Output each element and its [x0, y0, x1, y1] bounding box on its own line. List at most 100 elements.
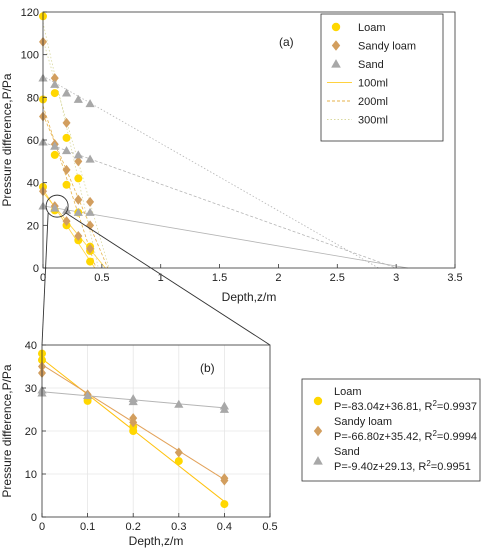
- panel-b-y-axis-label: Pressure difference,P/Pa: [0, 364, 14, 498]
- y-tick-label: 20: [27, 220, 39, 232]
- data-point: [85, 99, 95, 108]
- legend-label: 200ml: [358, 96, 388, 108]
- data-point: [74, 231, 83, 241]
- data-point: [62, 216, 71, 227]
- panel-b-x-axis-label: Depth,z/m: [129, 534, 184, 548]
- legend-equation: P=-66.80z+35.42, R2=0.9994: [334, 429, 477, 444]
- data-point: [50, 73, 59, 84]
- y-tick-label: 10: [25, 469, 37, 481]
- x-tick-label: 1.5: [212, 272, 227, 284]
- x-tick-label: 2.5: [330, 272, 345, 284]
- data-point: [128, 397, 138, 406]
- y-tick-label: 40: [27, 178, 39, 190]
- data-point: [73, 150, 83, 159]
- data-point: [83, 391, 93, 400]
- x-tick-label: 3: [393, 272, 399, 284]
- legend-marker: [313, 425, 323, 437]
- y-tick-label: 100: [21, 50, 39, 62]
- panel-a-marks: [38, 12, 408, 269]
- y-tick-label: 0: [31, 512, 37, 524]
- zoom-connector: [41, 212, 271, 346]
- data-point: [73, 94, 83, 103]
- legend-label: Sandy loam: [358, 41, 416, 53]
- x-tick-label: 0: [40, 272, 46, 284]
- legend-marker: [331, 59, 341, 68]
- y-tick-label: 30: [25, 383, 37, 395]
- x-tick-label: 0.5: [262, 521, 277, 533]
- data-point: [62, 180, 71, 189]
- fit-line-200ml-sand: [42, 141, 397, 269]
- legend-label: Loam: [358, 22, 386, 34]
- y-tick-label: 120: [21, 7, 39, 19]
- y-tick-label: 0: [33, 263, 39, 275]
- x-tick-label: 3.5: [447, 272, 462, 284]
- data-point: [62, 133, 71, 142]
- data-point: [129, 413, 138, 424]
- data-point: [174, 447, 183, 458]
- panel-b-grid: [41, 344, 271, 518]
- panel-a-y-axis-label: Pressure difference,P/Pa: [0, 73, 14, 207]
- legend-equation: P=-9.40z+29.13, R2=0.9951: [334, 459, 471, 474]
- legend-marker: [331, 22, 341, 32]
- x-tick-label: 0.5: [94, 272, 109, 284]
- legend-box: [301, 378, 481, 482]
- data-point: [50, 141, 60, 150]
- legend-label: 300ml: [358, 115, 388, 127]
- x-tick-label: 0.1: [80, 521, 95, 533]
- panel-a: 0 0.5 1 1.5 2 2.5 3 3.5 0 20 40 60 80 100 120 Depth,z/…: [0, 7, 463, 304]
- panel-a-legend: Loam Sandy loam Sand 100ml 200ml 300ml: [320, 13, 444, 142]
- y-tick-label: 40: [25, 340, 37, 352]
- data-point: [74, 174, 83, 183]
- x-tick-label: 0: [39, 521, 45, 533]
- legend-label: Sand: [334, 446, 360, 458]
- data-point: [86, 243, 95, 254]
- y-tick-label: 60: [27, 135, 39, 147]
- fit-line-100ml-sand: [42, 205, 408, 269]
- data-point: [219, 404, 229, 413]
- data-point: [73, 207, 83, 216]
- x-tick-label: 0.4: [217, 521, 232, 533]
- data-point: [61, 205, 72, 214]
- data-point: [74, 194, 83, 205]
- data-point: [61, 146, 72, 155]
- data-point: [61, 88, 72, 97]
- data-point: [220, 475, 229, 486]
- zoom-circle: [45, 194, 69, 218]
- zoom-line-left: [41, 213, 49, 346]
- data-point: [74, 156, 83, 167]
- data-point: [86, 196, 95, 207]
- data-point: [85, 154, 95, 163]
- panel-b-ticks: 0 0.1 0.2 0.3 0.4 0.5 0 10 20 30 40: [25, 340, 278, 533]
- legend-marker: [331, 40, 341, 51]
- x-tick-label: 2: [275, 272, 281, 284]
- x-tick-label: 0.3: [171, 521, 186, 533]
- x-tick-label: 1: [158, 272, 164, 284]
- data-point: [50, 89, 59, 98]
- legend-label: Sand: [358, 59, 384, 71]
- data-point: [174, 399, 184, 408]
- legend-label: Loam: [334, 386, 362, 398]
- data-point: [86, 257, 95, 266]
- legend-label: 100ml: [358, 78, 388, 90]
- legend-equation: P=-83.04z+36.81, R2=0.9937: [334, 399, 477, 414]
- fit-line-200ml-sandy-loam: [42, 114, 109, 269]
- fit-line-100ml-sandy-loam: [42, 192, 106, 269]
- x-tick-label: 0.2: [126, 521, 141, 533]
- zoom-line-right: [65, 212, 271, 346]
- panel-a-ticks: 0 0.5 1 1.5 2 2.5 3 3.5 0 20 40 60 80 100 120: [21, 7, 463, 284]
- data-point: [174, 457, 183, 466]
- legend-marker: [313, 396, 323, 406]
- y-tick-label: 80: [27, 92, 39, 104]
- data-point: [62, 164, 71, 175]
- data-point: [220, 500, 229, 509]
- data-point: [85, 207, 95, 216]
- data-point: [50, 203, 60, 212]
- legend-marker: [313, 456, 323, 465]
- panel-b: 0 0.1 0.2 0.3 0.4 0.5 0 10 20 30 40 Depth,z/m Pres…: [0, 340, 278, 548]
- legend-label: Sandy loam: [334, 416, 392, 428]
- panel-b-label: (b): [200, 361, 215, 375]
- panel-a-x-axis-label: Depth,z/m: [222, 290, 277, 304]
- y-tick-label: 20: [25, 426, 37, 438]
